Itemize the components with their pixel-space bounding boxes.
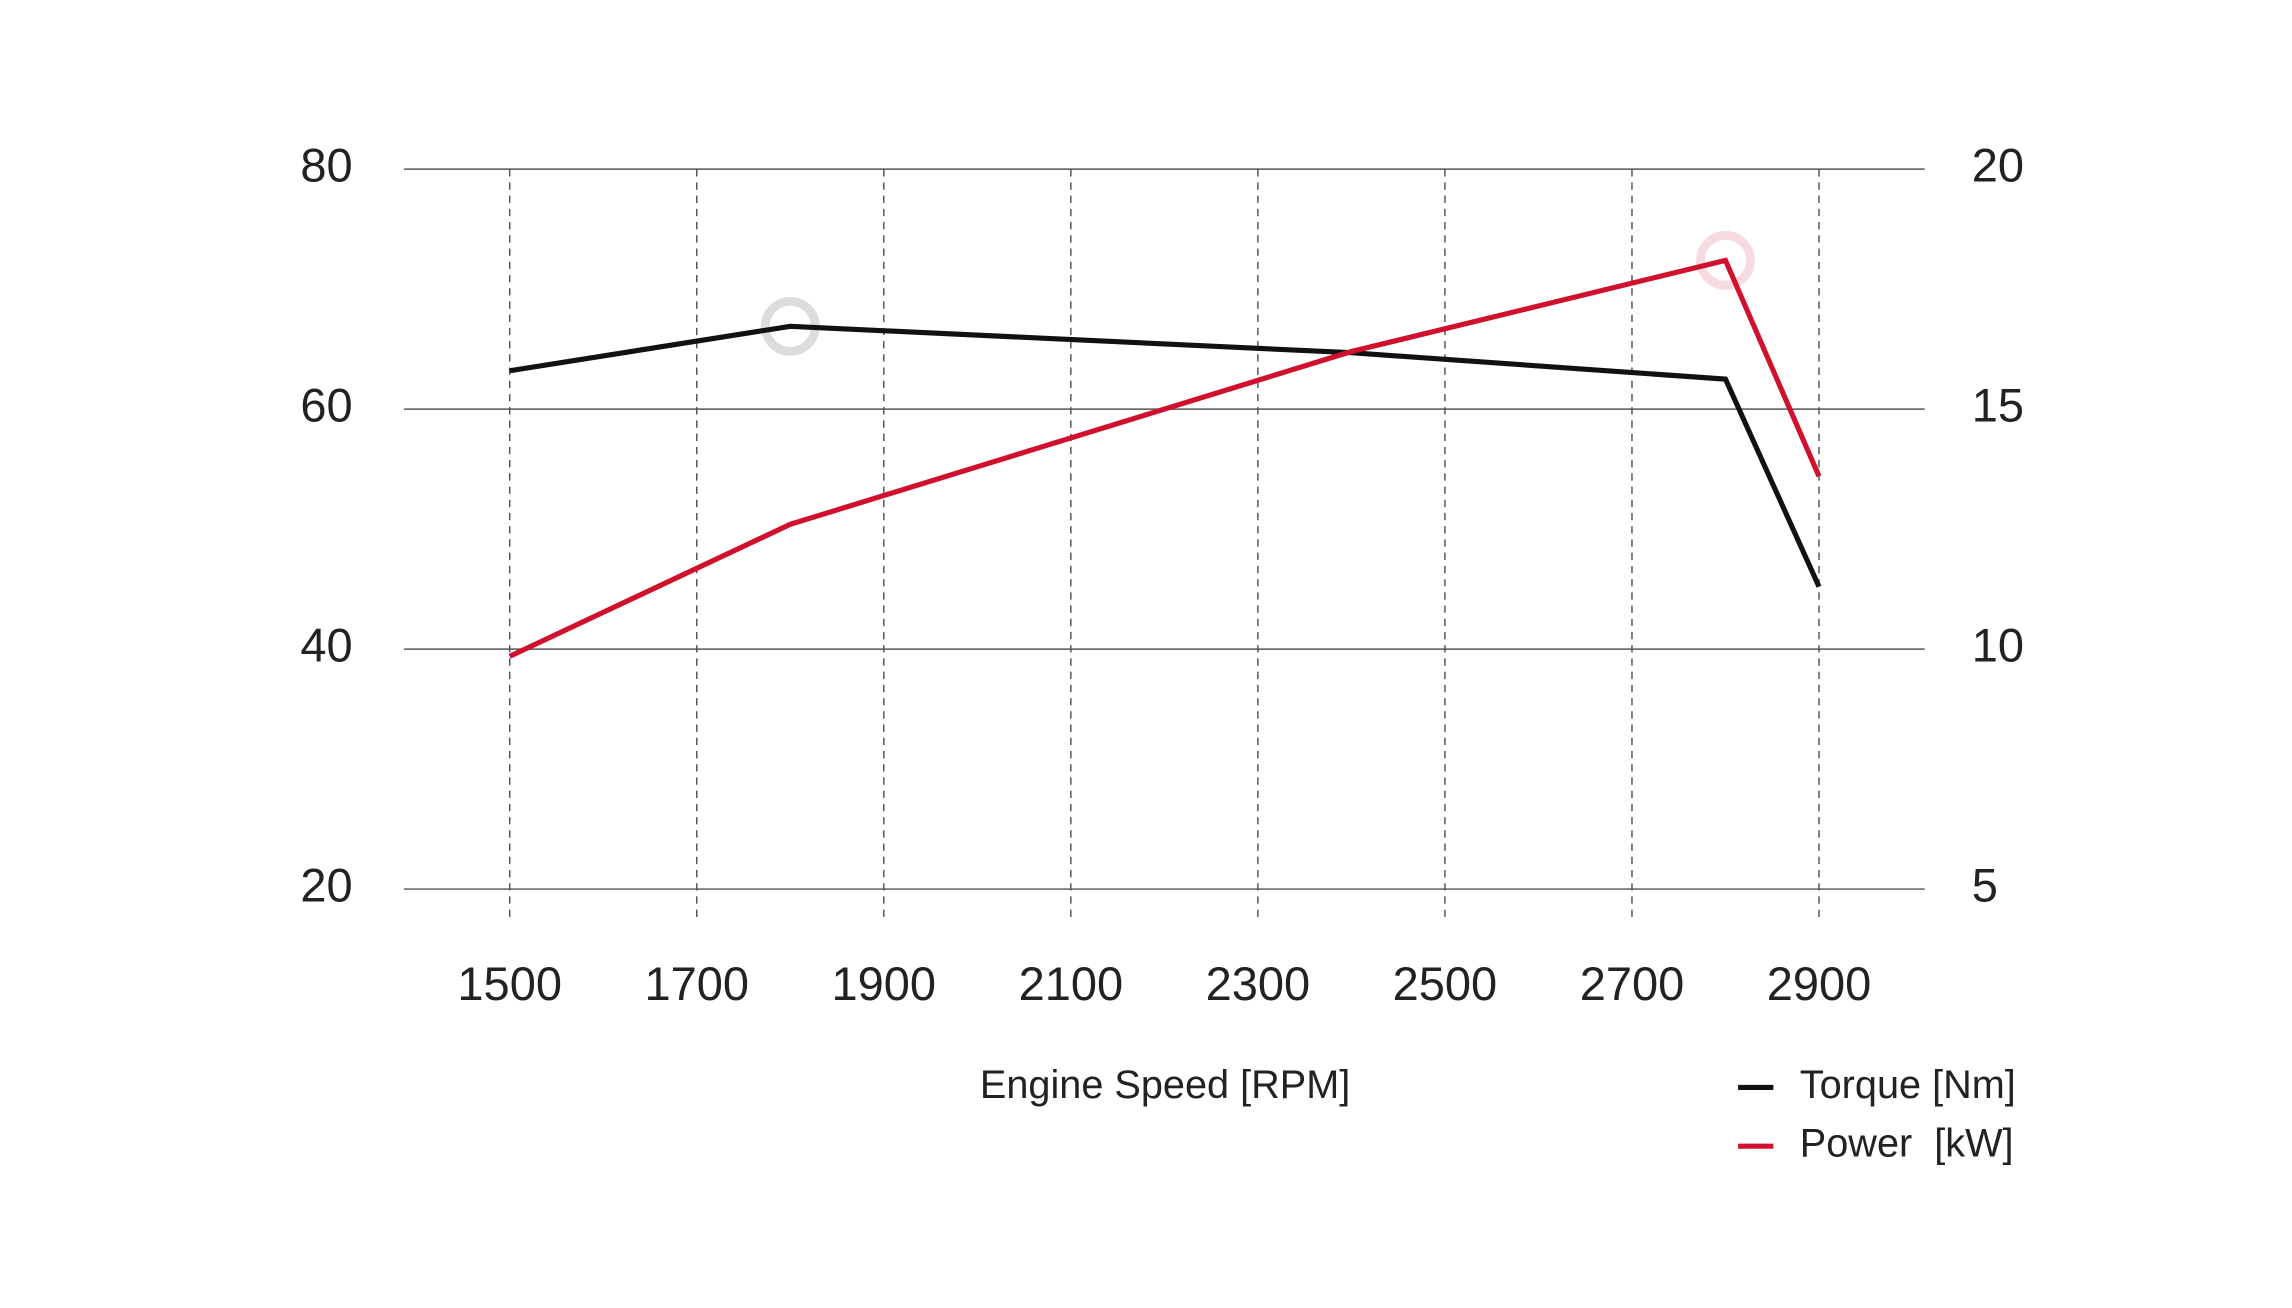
x-tick-label: 2100 xyxy=(1019,957,1124,1010)
x-tick-label: 2700 xyxy=(1580,957,1685,1010)
series-line xyxy=(508,257,1822,659)
x-tick-label: 1500 xyxy=(457,957,562,1010)
y-tick-label: 80 xyxy=(300,139,352,192)
x-tick-label: 1900 xyxy=(832,957,937,1010)
y2-tick-label: 15 xyxy=(1972,379,2024,432)
x-tick-label: 1700 xyxy=(644,957,749,1010)
x-axis-label: Engine Speed [RPM] xyxy=(980,1063,1350,1107)
y2-tick-label: 5 xyxy=(1972,858,1998,911)
x-tick-label: 2500 xyxy=(1393,957,1498,1010)
y2-tick-label: 10 xyxy=(1972,619,2024,672)
series-line xyxy=(509,323,1822,588)
legend-label: Power [kW] xyxy=(1800,1122,2014,1166)
legend-label: Torque [Nm] xyxy=(1800,1063,2016,1107)
x-tick-label: 2900 xyxy=(1767,957,1872,1010)
y-tick-label: 40 xyxy=(300,619,352,672)
y-tick-label: 60 xyxy=(300,379,352,432)
x-tick-label: 2300 xyxy=(1206,957,1311,1010)
y-tick-label: 20 xyxy=(300,858,352,911)
y2-tick-label: 20 xyxy=(1972,139,2024,192)
